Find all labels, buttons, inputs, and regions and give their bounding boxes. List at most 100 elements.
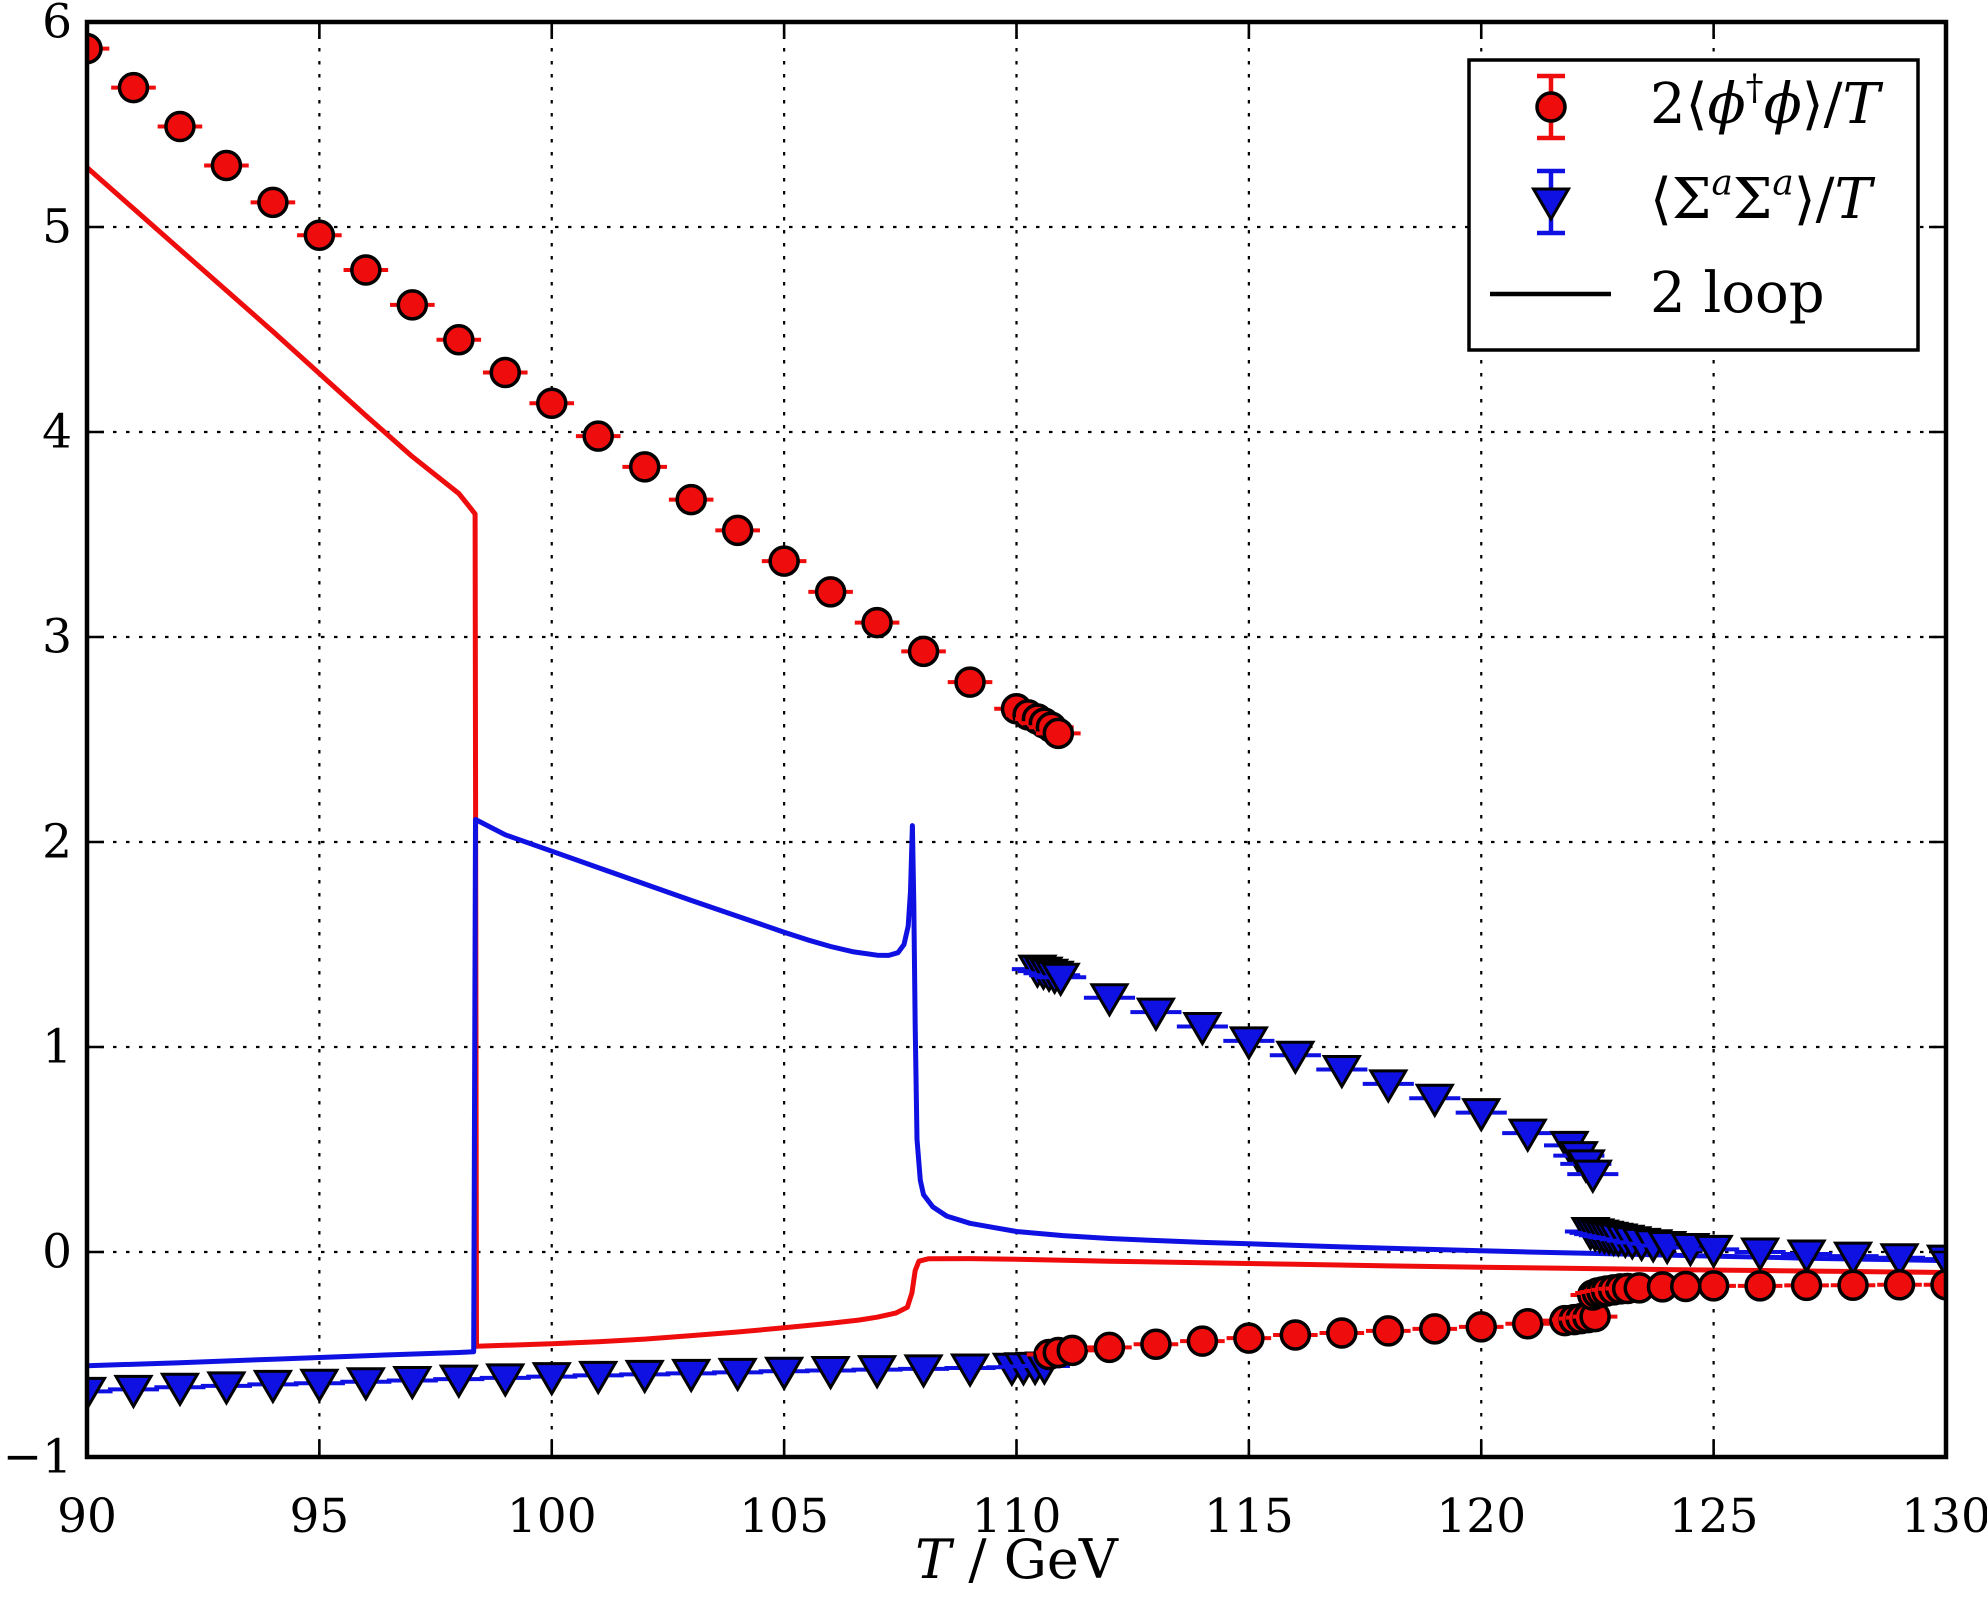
circle-marker bbox=[350, 254, 382, 286]
circle-marker bbox=[443, 324, 475, 356]
triangle-down-marker bbox=[87, 1376, 108, 1412]
circle-marker bbox=[1419, 1313, 1451, 1345]
circle-marker bbox=[87, 32, 103, 65]
legend-entry-phi-condensate: 2⟨ϕ†ϕ⟩/T bbox=[1535, 67, 1883, 141]
x-tick-labels: 90 95 100 105 110 115 120 125 130 bbox=[57, 1489, 1987, 1544]
circle-marker bbox=[1279, 1319, 1312, 1351]
triangle-down-marker bbox=[206, 1371, 247, 1406]
triangle-down-marker bbox=[1693, 1234, 1734, 1270]
y-tick-label: 2 bbox=[42, 815, 72, 870]
triangle-down-marker bbox=[1572, 1159, 1613, 1195]
circle-marker bbox=[907, 635, 940, 668]
circle-marker bbox=[1140, 1328, 1172, 1360]
triangle-down-marker bbox=[159, 1372, 201, 1408]
triangle-down-marker bbox=[1089, 983, 1130, 1018]
circle-marker bbox=[1042, 717, 1075, 750]
circle-marker bbox=[582, 420, 614, 452]
triangle-down-marker bbox=[1925, 1244, 1946, 1280]
circle-marker bbox=[210, 149, 243, 182]
circle-marker bbox=[1233, 1322, 1265, 1354]
circle-marker bbox=[814, 576, 847, 608]
triangle-down-marker bbox=[1414, 1083, 1455, 1119]
circle-marker bbox=[1465, 1311, 1497, 1343]
x-tick-label: 110 bbox=[972, 1489, 1062, 1544]
circle-marker bbox=[164, 110, 196, 143]
circle-marker bbox=[768, 545, 800, 577]
circle-marker bbox=[721, 514, 754, 547]
legend-triangle-marker bbox=[1530, 187, 1572, 222]
y-tick-label: 6 bbox=[42, 0, 72, 50]
legend-circle-marker bbox=[1535, 91, 1567, 123]
x-tick-label: 125 bbox=[1669, 1489, 1759, 1544]
circle-marker bbox=[954, 666, 986, 698]
y-tick-label: 3 bbox=[42, 610, 72, 665]
circle-marker bbox=[1837, 1269, 1869, 1301]
y-tick-label: 5 bbox=[42, 200, 72, 255]
triangle-down-marker bbox=[1135, 997, 1177, 1033]
x-axis-label: T / GeV bbox=[915, 1528, 1119, 1591]
series-two-loop-blue-line bbox=[87, 817, 1946, 1369]
triangle-down-marker bbox=[299, 1368, 340, 1404]
series-sigma-data-lower bbox=[1564, 1217, 1946, 1280]
triangle-down-marker bbox=[113, 1374, 154, 1410]
axis-ticks bbox=[85, 20, 1948, 1459]
circle-marker bbox=[117, 71, 150, 104]
triangle-down-marker bbox=[1461, 1098, 1502, 1133]
y-tick-label: 4 bbox=[42, 405, 72, 460]
x-tick-label: 120 bbox=[1436, 1489, 1526, 1544]
legend: 2⟨ϕ†ϕ⟩/T ⟨ΣaΣa⟩/T 2 loop bbox=[1467, 58, 1920, 352]
circle-marker bbox=[1883, 1269, 1916, 1301]
circle-marker bbox=[1093, 1331, 1126, 1364]
triangle-down-marker bbox=[949, 1353, 991, 1389]
series-two-loop-red-line bbox=[87, 165, 1946, 1349]
series-sigma-data-bottom bbox=[87, 1351, 1070, 1412]
triangle-down-marker bbox=[1228, 1026, 1269, 1061]
triangle-down-marker bbox=[1832, 1241, 1874, 1277]
triangle-down-marker bbox=[1040, 962, 1081, 998]
triangle-down-marker bbox=[764, 1356, 805, 1392]
triangle-down-marker bbox=[531, 1362, 572, 1397]
triangle-down-marker bbox=[252, 1369, 294, 1405]
circle-marker bbox=[396, 289, 429, 321]
series-phi-data-upper bbox=[87, 32, 1081, 750]
circle-marker bbox=[1697, 1270, 1730, 1302]
triangle-down-marker bbox=[624, 1359, 665, 1395]
circle-marker bbox=[861, 606, 893, 639]
x-tick-label: 105 bbox=[739, 1489, 829, 1544]
triangle-down-marker bbox=[1182, 1012, 1223, 1047]
circle-marker bbox=[1511, 1308, 1544, 1340]
circle-marker bbox=[1790, 1269, 1823, 1302]
triangle-down-marker bbox=[671, 1358, 712, 1394]
x-tick-label: 90 bbox=[57, 1489, 117, 1544]
y-tick-label: 1 bbox=[42, 1020, 72, 1075]
legend-entry-sigma-condensate: ⟨ΣaΣa⟩/T bbox=[1530, 162, 1876, 236]
triangle-down-marker bbox=[485, 1363, 526, 1398]
x-tick-label: 95 bbox=[289, 1489, 349, 1544]
triangle-down-marker bbox=[1507, 1118, 1548, 1154]
series-sigma-data-upper bbox=[1011, 954, 1619, 1195]
triangle-down-marker bbox=[1275, 1040, 1316, 1076]
circle-marker bbox=[1186, 1325, 1219, 1357]
triangle-down-marker bbox=[1368, 1069, 1409, 1104]
circle-marker bbox=[1326, 1317, 1358, 1349]
triangle-down-marker bbox=[903, 1354, 944, 1389]
triangle-down-marker bbox=[438, 1364, 479, 1400]
plot-data bbox=[87, 32, 1946, 1412]
triangle-down-marker bbox=[810, 1355, 851, 1391]
legend-entry-two-loop: 2 loop bbox=[1490, 261, 1825, 326]
circle-marker bbox=[257, 186, 289, 219]
series-phi-data-lower bbox=[1026, 1269, 1946, 1371]
triangle-down-marker bbox=[1321, 1055, 1362, 1090]
circle-marker bbox=[628, 451, 661, 483]
triangle-down-marker bbox=[1879, 1243, 1920, 1278]
circle-marker bbox=[675, 483, 707, 516]
circle-marker bbox=[1056, 1334, 1089, 1367]
circle-marker bbox=[303, 219, 336, 251]
circle-marker bbox=[536, 387, 568, 420]
circle-marker bbox=[1372, 1315, 1405, 1347]
triangle-down-marker bbox=[578, 1360, 619, 1396]
x-tick-label: 100 bbox=[507, 1489, 597, 1544]
triangle-down-marker bbox=[717, 1357, 758, 1393]
y-tick-label: −1 bbox=[3, 1430, 72, 1485]
